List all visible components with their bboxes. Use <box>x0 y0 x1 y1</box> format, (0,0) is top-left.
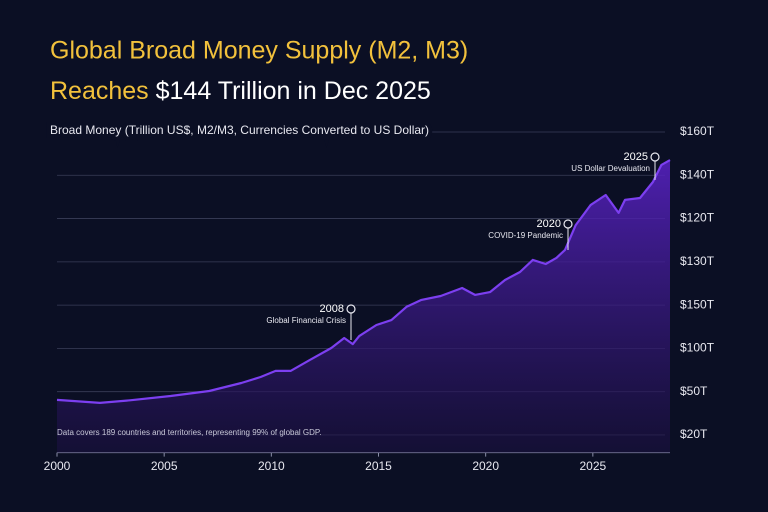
y-tick-label: $140T <box>680 167 715 181</box>
chart-title: Global Broad Money Supply (M2, M3) <box>50 37 468 65</box>
x-tick-label: 2010 <box>258 459 285 473</box>
annotation-text: COVID-19 Pandemic <box>488 231 563 240</box>
annotation-year: 2025 <box>624 151 648 163</box>
y-tick-label: $150T <box>680 297 715 311</box>
chart-title: Reaches $144 Trillion in Dec 2025 <box>50 77 431 105</box>
x-tick-label: 2000 <box>44 459 71 473</box>
annotation-marker <box>346 304 356 314</box>
annotation-text: Global Financial Crisis <box>266 316 346 325</box>
x-tick-label: 2020 <box>472 459 499 473</box>
y-tick-label: $100T <box>680 341 715 355</box>
y-tick-label: $50T <box>680 384 708 398</box>
title-rest: $144 Trillion in Dec 2025 <box>156 77 431 105</box>
x-tick-label: 2025 <box>579 459 606 473</box>
annotation-marker <box>563 219 573 229</box>
footnote: Data covers 189 countries and territorie… <box>57 428 321 437</box>
annotation-year: 2008 <box>320 303 344 315</box>
area <box>57 160 670 453</box>
annotation-year: 2020 <box>537 218 561 230</box>
annotation-marker <box>650 152 660 162</box>
y-tick-label: $120T <box>680 211 715 225</box>
x-tick-label: 2005 <box>151 459 178 473</box>
title-highlight: Reaches <box>50 77 149 105</box>
x-tick-label: 2015 <box>365 459 392 473</box>
annotation-text: US Dollar Devaluation <box>571 164 650 173</box>
y-tick-label: $130T <box>680 254 715 268</box>
chart-subtitle: Broad Money (Trillion US$, M2/M3, Curren… <box>50 123 429 137</box>
y-tick-label: $160T <box>680 124 715 138</box>
y-tick-label: $20T <box>680 427 708 441</box>
line <box>56 159 671 404</box>
